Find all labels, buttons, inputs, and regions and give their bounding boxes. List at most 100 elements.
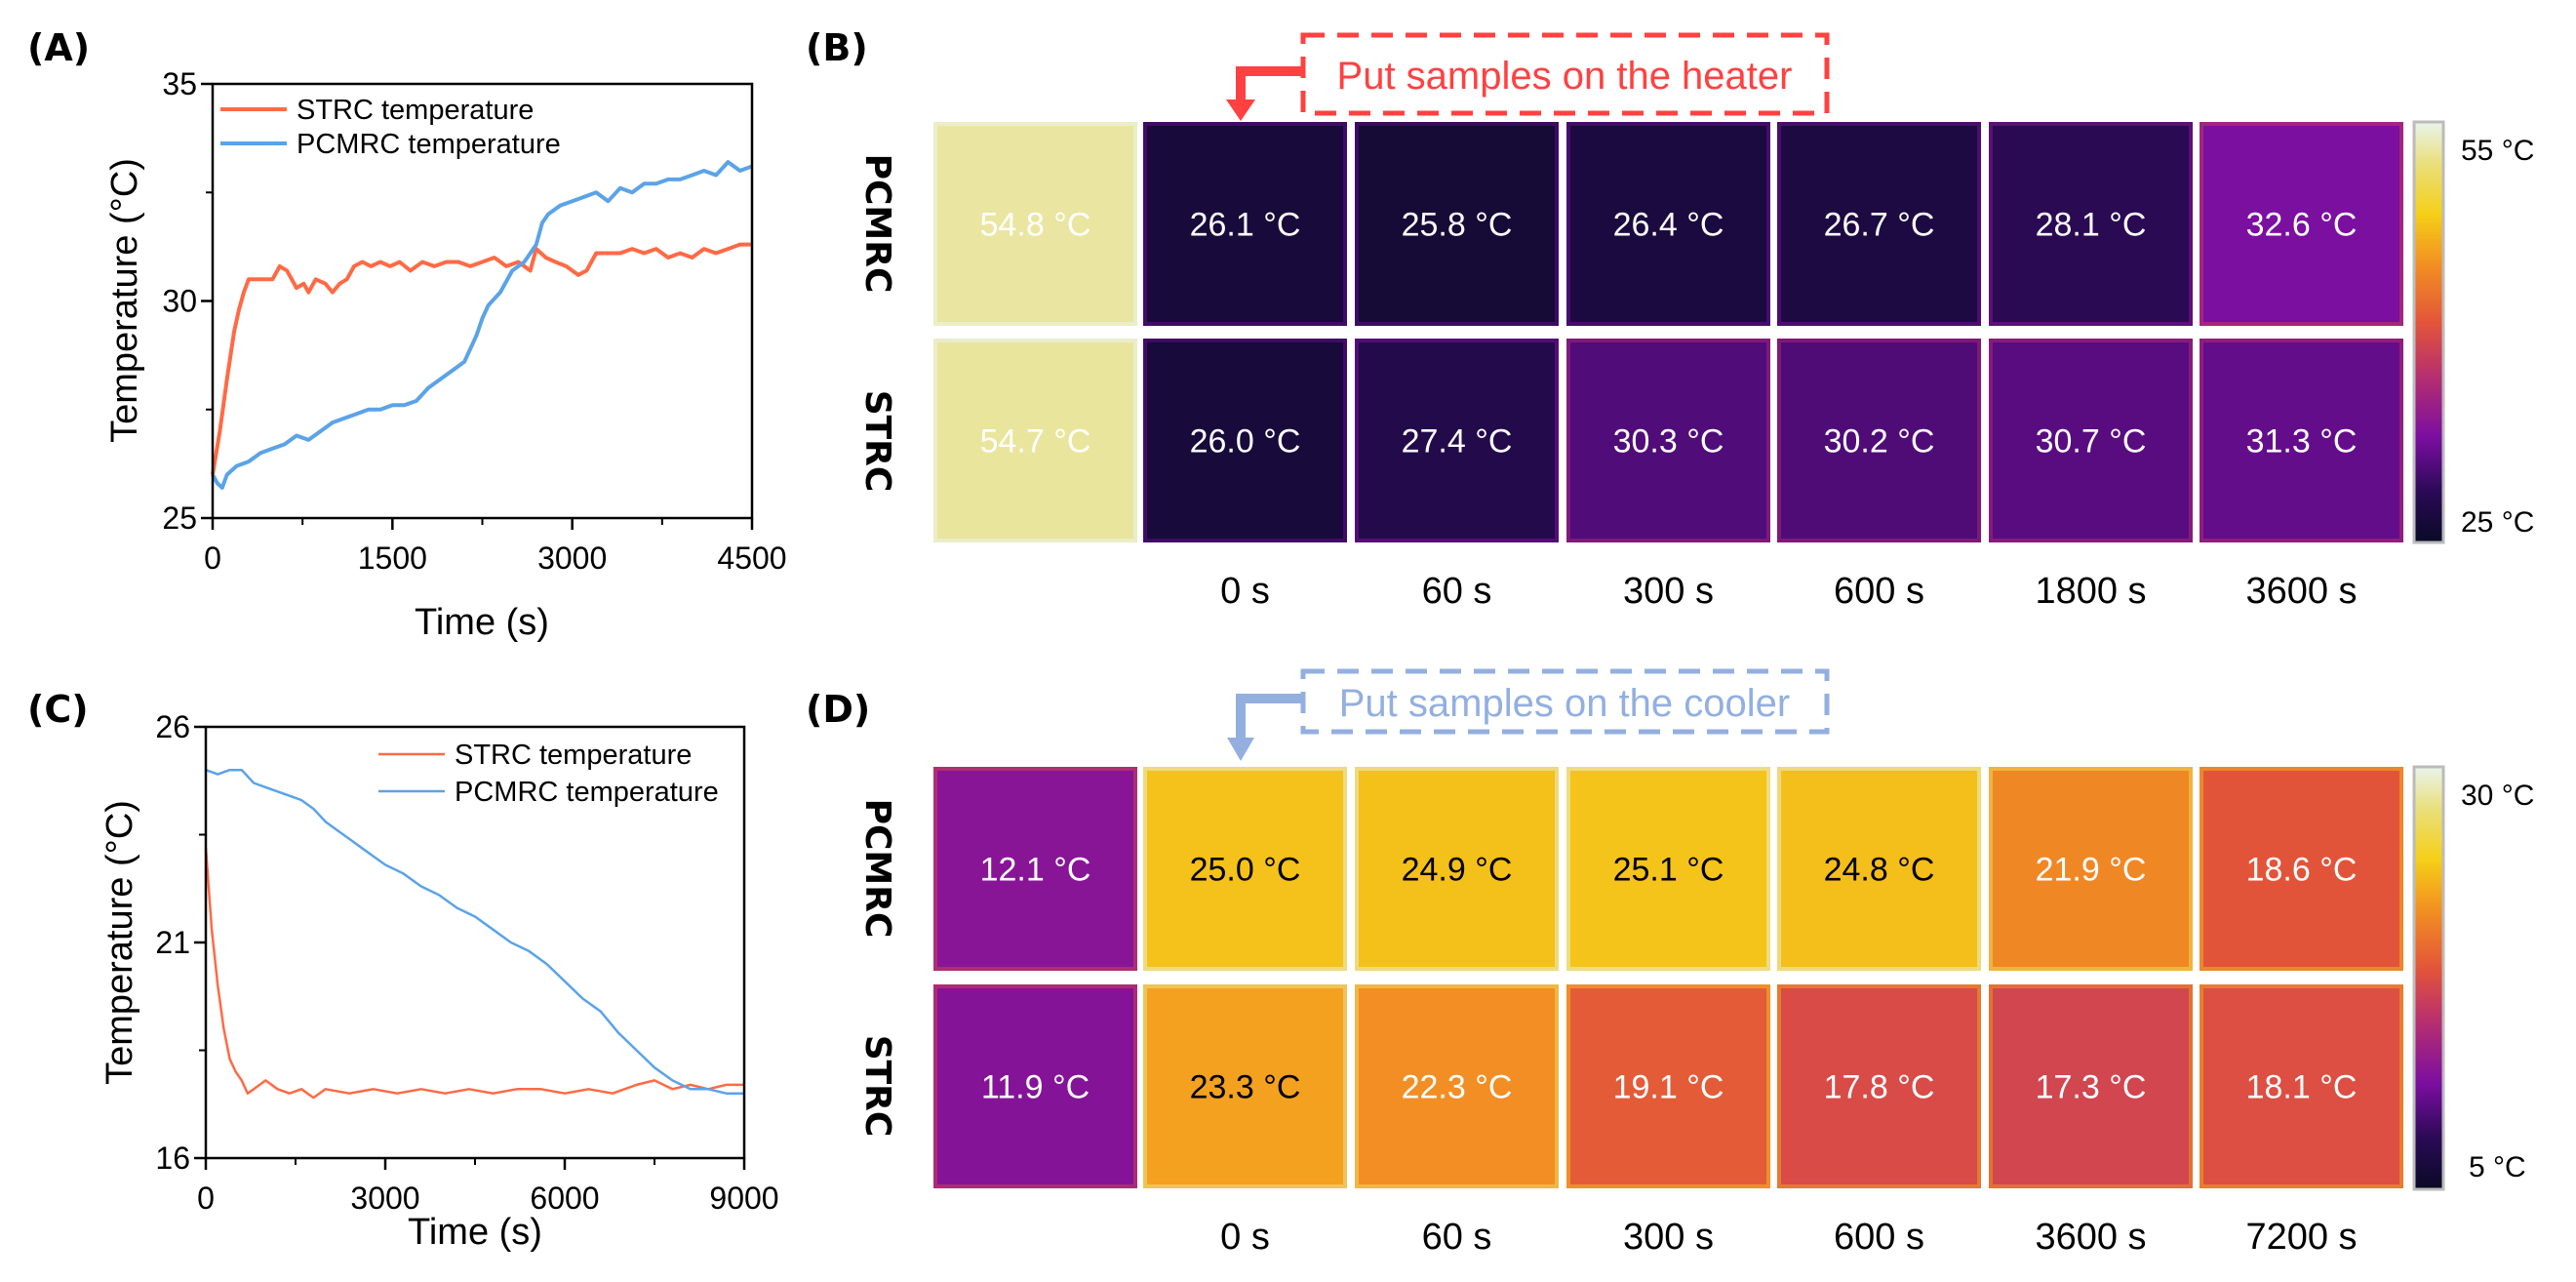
heater-callout: Put samples on the heater <box>1226 32 1830 121</box>
series-line-pcmrc <box>211 160 753 490</box>
thermal-panel-d: Put samples on the cooler 12.1 °C 25.0 °C… <box>857 668 2534 1258</box>
row-label-strc: STRC <box>857 390 897 493</box>
temperature-readout: 54.8 °C <box>980 207 1091 244</box>
chart-a-xlabel: Time (s) <box>415 602 549 643</box>
thermal-image-edge <box>1777 122 1981 326</box>
thermal-image: 23.3 °C <box>1143 984 1347 1188</box>
temperature-readout: 30.2 °C <box>1824 423 1935 461</box>
time-label: 300 s <box>1623 1217 1714 1258</box>
chart-c-lines <box>204 768 744 1100</box>
panel-label-a: (A) <box>27 26 90 69</box>
x-tick-label: 3000 <box>350 1181 419 1216</box>
thermal-image-edge <box>1566 984 1770 1188</box>
colorbar-d-max-label: 30 °C <box>2461 780 2534 812</box>
thermal-image-edge <box>1989 339 2193 542</box>
thermal-image-fill <box>1143 122 1347 326</box>
temperature-readout: 26.1 °C <box>1190 207 1301 244</box>
colorbar-b-min-label: 25 °C <box>2461 506 2534 539</box>
x-tick-label: 6000 <box>530 1181 599 1216</box>
thermal-image-fill <box>1355 339 1559 542</box>
thermal-image: 19.1 °C <box>1566 984 1770 1188</box>
time-label: 60 s <box>1422 571 1492 612</box>
time-label: 300 s <box>1623 571 1714 612</box>
thermal-image-edge <box>933 339 1137 542</box>
temperature-readout: 28.1 °C <box>2036 207 2147 244</box>
heater-arrowhead-icon <box>1226 100 1255 121</box>
thermal-image-edge <box>1355 767 1559 971</box>
temperature-readout: 26.7 °C <box>1824 207 1935 244</box>
thermal-image-edge <box>1143 767 1347 971</box>
temperature-readout: 54.7 °C <box>980 423 1091 461</box>
time-label: 7200 s <box>2245 1217 2357 1258</box>
thermal-image: 22.3 °C <box>1355 984 1559 1188</box>
thermal-image-fill <box>2200 767 2403 971</box>
temperature-readout: 25.0 °C <box>1190 852 1301 889</box>
thermal-image-edge <box>1777 767 1981 971</box>
thermal-image-fill <box>933 984 1137 1188</box>
thermal-grid-d: 12.1 °C 25.0 °C 24.9 °C 25.1 °C 24.8 °C 21.9 … <box>933 767 2403 1188</box>
thermal-image-fill <box>1566 339 1770 542</box>
thermal-image: 32.6 °C <box>2200 122 2403 326</box>
thermal-image-fill <box>1989 767 2193 971</box>
series-line-pcmrc <box>205 768 744 1095</box>
thermal-image: 30.2 °C <box>1777 339 1981 542</box>
temperature-readout: 26.0 °C <box>1190 423 1301 461</box>
chart-a-ylabel: Temperature (°C) <box>104 158 145 443</box>
temperature-readout: 21.9 °C <box>2036 852 2147 889</box>
y-tick-label: 30 <box>162 284 197 319</box>
thermal-image: 18.1 °C <box>2200 984 2403 1188</box>
thermal-image-edge <box>933 767 1137 971</box>
thermal-image-fill <box>1355 767 1559 971</box>
cooler-arrowhead-icon <box>1227 738 1254 761</box>
thermal-image-fill <box>933 339 1137 542</box>
time-label: 60 s <box>1422 1217 1492 1258</box>
thermal-image-edge <box>2200 122 2403 326</box>
thermal-image-edge <box>1143 339 1347 542</box>
temperature-readout: 22.3 °C <box>1402 1069 1513 1106</box>
thermal-image-edge <box>1355 122 1559 326</box>
legend-label-strc: STRC temperature <box>455 740 692 771</box>
thermal-image-fill <box>1777 339 1981 542</box>
thermal-image-fill <box>1143 767 1347 971</box>
cooler-callout: Put samples on the cooler <box>1227 668 1830 761</box>
temperature-readout: 25.1 °C <box>1613 852 1724 889</box>
thermal-image-fill <box>2200 122 2403 326</box>
thermal-image-fill <box>1143 984 1347 1188</box>
legend-label-strc: STRC temperature <box>297 95 534 126</box>
thermal-image: 17.8 °C <box>1777 984 1981 1188</box>
y-tick-label: 35 <box>162 66 197 101</box>
temperature-readout: 18.1 °C <box>2246 1069 2358 1106</box>
thermal-image-fill <box>1355 122 1559 326</box>
temperature-readout: 32.6 °C <box>2246 207 2358 244</box>
thermal-image: 25.0 °C <box>1143 767 1347 971</box>
thermal-image-edge <box>1566 122 1770 326</box>
y-tick-label: 25 <box>162 501 197 536</box>
temperature-readout: 27.4 °C <box>1402 423 1513 461</box>
thermal-image: 17.3 °C <box>1989 984 2193 1188</box>
thermal-image-fill <box>1989 339 2193 542</box>
time-label: 600 s <box>1834 571 1924 612</box>
time-label: 3600 s <box>2245 571 2357 612</box>
thermal-image: 18.6 °C <box>2200 767 2403 971</box>
chart-a-axes: 0 1500 3000 4500 25 30 35 <box>162 66 786 576</box>
x-tick-label: 9000 <box>709 1181 778 1216</box>
y-tick-label: 16 <box>155 1141 190 1176</box>
chart-a: 0 1500 3000 4500 25 30 35 Time (s) Temperature… <box>104 66 787 643</box>
thermal-image-edge <box>1989 122 2193 326</box>
thermal-image-fill <box>1777 767 1981 971</box>
thermal-image-edge <box>1989 984 2193 1188</box>
time-label: 600 s <box>1834 1217 1924 1258</box>
y-tick-label: 26 <box>155 709 190 744</box>
row-label-strc: STRC <box>857 1035 897 1138</box>
y-tick-label: 21 <box>155 925 190 960</box>
thermal-image-fill <box>1566 984 1770 1188</box>
chart-c-legend: STRC temperature PCMRC temperature <box>378 740 719 808</box>
thermal-image-fill <box>1143 339 1347 542</box>
temperature-readout: 19.1 °C <box>1613 1069 1724 1106</box>
thermal-image: 54.7 °C <box>933 339 1137 542</box>
series-line-strc <box>211 242 752 475</box>
thermal-image: 21.9 °C <box>1989 767 2193 971</box>
thermal-image: 11.9 °C <box>933 984 1137 1188</box>
thermal-image: 30.3 °C <box>1566 339 1770 542</box>
temperature-readout: 18.6 °C <box>2246 852 2358 889</box>
